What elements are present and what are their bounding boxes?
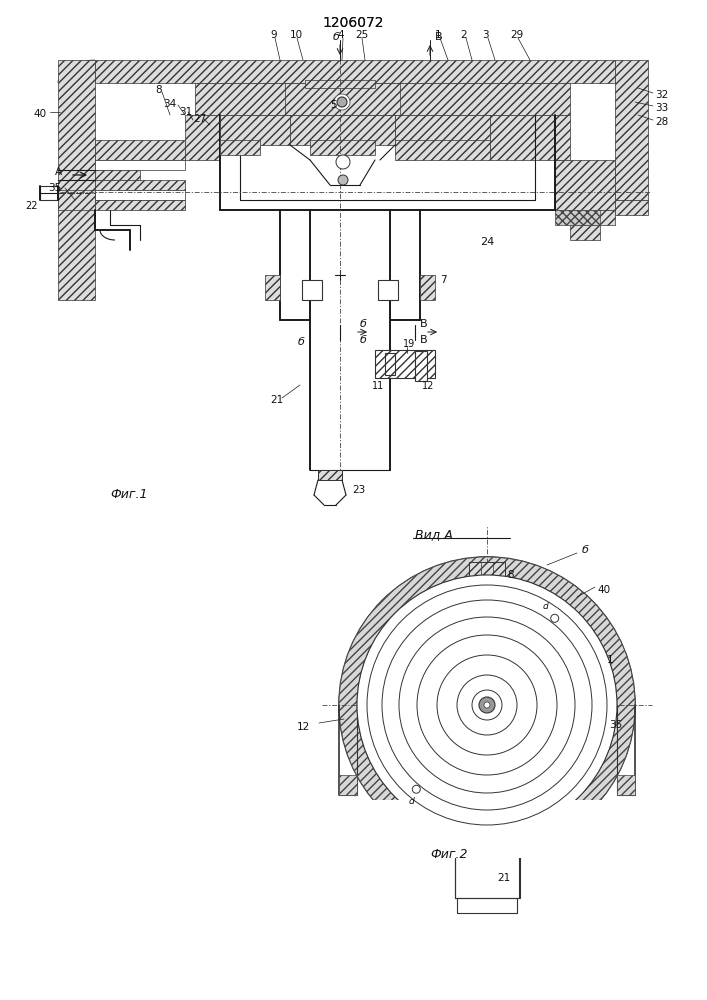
Text: 29: 29 (510, 30, 523, 40)
Text: 11: 11 (372, 381, 384, 391)
Polygon shape (490, 115, 570, 160)
Text: 21: 21 (270, 395, 284, 405)
Polygon shape (95, 140, 185, 160)
Polygon shape (195, 83, 570, 115)
Text: 7: 7 (440, 275, 447, 285)
Text: d: d (543, 602, 549, 611)
Polygon shape (58, 190, 95, 210)
Polygon shape (469, 562, 505, 587)
Text: 4: 4 (337, 30, 344, 40)
Text: 1206072: 1206072 (322, 16, 384, 30)
Polygon shape (375, 350, 435, 378)
Polygon shape (318, 470, 342, 480)
Polygon shape (310, 140, 375, 155)
Circle shape (334, 94, 350, 110)
Polygon shape (290, 115, 395, 145)
Polygon shape (455, 853, 520, 898)
Polygon shape (58, 60, 95, 300)
Text: 35: 35 (48, 183, 62, 193)
Text: В: В (420, 335, 428, 345)
Text: Фиг.1: Фиг.1 (110, 488, 148, 502)
Polygon shape (378, 280, 398, 300)
Text: 35: 35 (609, 720, 622, 730)
Polygon shape (95, 170, 140, 180)
Circle shape (551, 614, 559, 622)
Text: 2: 2 (460, 30, 467, 40)
Polygon shape (555, 210, 600, 225)
Polygon shape (570, 210, 615, 225)
Circle shape (479, 697, 495, 713)
Text: A: A (55, 167, 62, 177)
Text: 1: 1 (435, 30, 442, 40)
Text: 25: 25 (355, 30, 368, 40)
Text: б: б (360, 335, 367, 345)
Polygon shape (395, 115, 490, 145)
Circle shape (339, 557, 635, 853)
Text: 8: 8 (155, 85, 162, 95)
Text: 32: 32 (655, 90, 668, 100)
Polygon shape (305, 80, 375, 88)
Text: 10: 10 (290, 30, 303, 40)
Polygon shape (617, 775, 635, 795)
Text: 1206072: 1206072 (322, 16, 384, 30)
Polygon shape (420, 275, 435, 300)
Text: 12: 12 (297, 722, 310, 732)
Text: 28: 28 (655, 117, 668, 127)
Text: 8: 8 (507, 570, 513, 580)
Polygon shape (615, 200, 648, 215)
Text: 27: 27 (193, 114, 206, 124)
Text: 33: 33 (655, 103, 668, 113)
Polygon shape (334, 800, 640, 858)
Text: 22: 22 (25, 201, 37, 211)
Text: Вид A: Вид A (415, 528, 453, 542)
Text: d: d (409, 797, 414, 806)
Polygon shape (339, 775, 357, 795)
Text: 24: 24 (480, 237, 494, 247)
Text: б: б (333, 32, 340, 42)
Polygon shape (220, 115, 290, 145)
Polygon shape (95, 60, 615, 83)
Text: Фиг.2: Фиг.2 (430, 848, 467, 861)
Text: 21: 21 (497, 873, 510, 883)
Text: 40: 40 (33, 109, 46, 119)
Circle shape (336, 155, 350, 169)
Text: 31: 31 (179, 107, 192, 117)
Text: 19: 19 (403, 339, 415, 349)
Text: 9: 9 (270, 30, 276, 40)
Circle shape (412, 785, 420, 793)
Text: 3: 3 (482, 30, 489, 40)
Polygon shape (385, 353, 395, 375)
Polygon shape (95, 190, 185, 200)
Circle shape (337, 97, 347, 107)
Polygon shape (285, 83, 400, 115)
Text: В: В (420, 319, 428, 329)
Text: 40: 40 (597, 585, 610, 595)
Text: 5: 5 (330, 100, 337, 110)
Polygon shape (415, 351, 427, 381)
Text: 1: 1 (607, 655, 614, 665)
Polygon shape (555, 160, 615, 210)
Polygon shape (570, 225, 600, 240)
Circle shape (338, 175, 348, 185)
Circle shape (484, 702, 490, 708)
Polygon shape (302, 280, 322, 300)
Polygon shape (185, 115, 220, 160)
Text: б: б (582, 545, 589, 555)
Circle shape (357, 575, 617, 835)
Polygon shape (220, 140, 260, 155)
Wedge shape (339, 557, 635, 853)
Text: б: б (298, 337, 305, 347)
Polygon shape (95, 200, 185, 210)
Text: б: б (360, 319, 367, 329)
Polygon shape (40, 186, 58, 200)
Polygon shape (395, 140, 490, 160)
Text: 23: 23 (352, 485, 366, 495)
Text: 34: 34 (163, 99, 176, 109)
Polygon shape (95, 180, 185, 190)
Text: 12: 12 (422, 381, 434, 391)
Text: В: В (435, 32, 443, 42)
Polygon shape (95, 160, 185, 170)
Polygon shape (265, 275, 280, 300)
Polygon shape (615, 60, 648, 200)
